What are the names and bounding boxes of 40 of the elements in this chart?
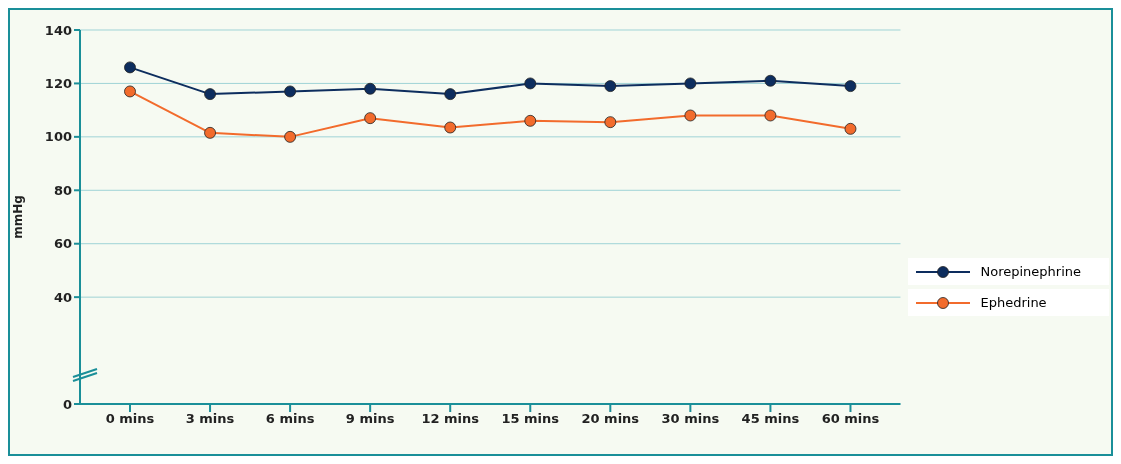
point: [524, 77, 537, 90]
y-tick-label: 120: [44, 76, 72, 92]
point: [124, 85, 136, 98]
y-tick-label: 80: [53, 182, 72, 198]
point: [764, 74, 777, 87]
x-tick-label: 9 mins: [345, 411, 395, 427]
point: [364, 82, 377, 95]
y-tick-label: 140: [44, 22, 72, 38]
x-tick-label: 6 mins: [265, 411, 315, 427]
legend-label: Ephedrine: [980, 295, 1047, 310]
point: [204, 88, 216, 101]
point: [284, 130, 296, 143]
y-tick-label: 40: [53, 289, 72, 305]
x-tick-label: 30 mins: [661, 411, 720, 427]
y-tick-label: 100: [44, 129, 72, 145]
legend-label: Norepinephrine: [980, 264, 1081, 279]
point: [844, 80, 857, 92]
point: [684, 77, 697, 90]
point: [364, 112, 377, 125]
point: [204, 126, 216, 139]
point: [764, 109, 777, 122]
x-tick-label: 15 mins: [501, 411, 560, 427]
point: [684, 109, 697, 122]
x-tick-label: 60 mins: [821, 411, 880, 427]
point: [604, 80, 617, 92]
point: [444, 121, 457, 134]
point: [844, 122, 857, 135]
y-axis-title: mmHg: [11, 195, 26, 239]
y-tick-label: 0: [62, 396, 72, 412]
x-tick-label: 0 mins: [105, 411, 155, 427]
x-tick-label: 20 mins: [581, 411, 640, 427]
point: [604, 116, 617, 129]
x-tick-label: 3 mins: [185, 411, 235, 427]
point: [524, 114, 537, 127]
point: [444, 88, 457, 101]
point: [124, 61, 136, 74]
x-tick-label: 12 mins: [421, 411, 480, 427]
y-tick-label: 60: [53, 236, 72, 252]
x-tick-label: 45 mins: [741, 411, 800, 427]
point: [284, 85, 296, 98]
